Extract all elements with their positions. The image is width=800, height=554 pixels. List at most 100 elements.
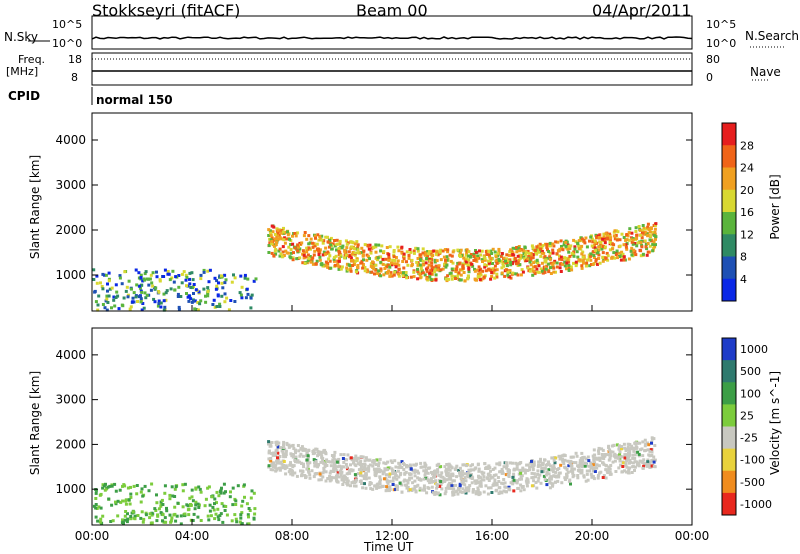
power-echo-cell bbox=[315, 242, 319, 246]
power-echo-cell bbox=[410, 263, 414, 266]
velocity-echo-cell bbox=[233, 513, 237, 517]
power-echo-cell bbox=[139, 273, 143, 277]
velocity-echo-cell bbox=[349, 456, 353, 460]
power-echo-cell bbox=[625, 233, 629, 236]
xtick-label: 00:00 bbox=[675, 529, 710, 543]
power-echo-cell bbox=[304, 255, 308, 259]
velocity-echo-cell bbox=[557, 475, 561, 479]
power-echo-cell bbox=[543, 265, 547, 269]
power-echo-cell bbox=[572, 238, 576, 242]
power-echo-cell bbox=[426, 266, 430, 270]
power-echo-cell bbox=[446, 248, 450, 252]
velocity-echo-cell bbox=[389, 459, 393, 463]
velocity-echo-cell bbox=[293, 471, 297, 475]
power-echo-cell bbox=[220, 294, 224, 298]
velocity-echo-cell bbox=[294, 460, 297, 464]
velocity-echo-cell bbox=[189, 518, 193, 522]
power-echo-cell bbox=[634, 253, 638, 257]
power-echo-cell bbox=[103, 273, 106, 277]
velocity-echo-cell bbox=[642, 464, 646, 468]
power-echo-cell bbox=[497, 247, 501, 251]
velocity-echo-cell bbox=[439, 482, 443, 486]
velocity-echo-cell bbox=[102, 484, 106, 488]
velocity-echo-cell bbox=[534, 475, 537, 479]
velocity-echo-cell bbox=[420, 488, 424, 492]
xtick-label: 08:00 bbox=[275, 529, 310, 543]
velocity-echo-cell bbox=[553, 480, 557, 484]
power-echo-cell bbox=[391, 258, 395, 262]
power-echo-cell bbox=[634, 230, 638, 233]
power-echo-cell bbox=[301, 261, 305, 265]
velocity-echo-cell bbox=[92, 504, 96, 508]
velocity-echo-cell bbox=[319, 452, 323, 456]
velocity-echo-cell bbox=[411, 481, 415, 485]
power-echo-cell bbox=[566, 247, 570, 251]
velocity-echo-cell bbox=[388, 475, 391, 479]
power-echo-cell bbox=[159, 301, 163, 305]
power-echo-cell bbox=[308, 241, 312, 245]
velocity-echo-cell bbox=[305, 467, 309, 471]
power-echo-cell bbox=[592, 250, 595, 254]
velocity-echo-cell bbox=[305, 454, 308, 458]
velocity-echo-cell bbox=[173, 495, 177, 498]
velocity-echo-cell bbox=[272, 461, 276, 465]
velocity-echo-cell bbox=[215, 501, 218, 505]
power-echo-cell bbox=[295, 247, 299, 251]
power-echo-cell bbox=[211, 303, 215, 306]
power-echo-cell bbox=[547, 270, 551, 274]
velocity-echo-cell bbox=[410, 476, 414, 480]
velocity-echo-cell bbox=[104, 482, 107, 486]
velocity-echo-cell bbox=[473, 479, 477, 483]
power-echo-cell bbox=[652, 240, 656, 244]
velocity-colorbar-tick: -1000 bbox=[740, 498, 772, 511]
power-echo-cell bbox=[631, 242, 635, 246]
velocity-echo-cell bbox=[236, 484, 240, 488]
power-echo-cell bbox=[558, 266, 562, 270]
power-echo-cell bbox=[196, 308, 200, 312]
velocity-echo-cell bbox=[417, 471, 421, 475]
velocity-echo-cell bbox=[299, 447, 303, 451]
velocity-echo-cell bbox=[119, 500, 123, 504]
velocity-echo-cell bbox=[545, 483, 549, 487]
velocity-echo-cell bbox=[614, 470, 618, 473]
power-echo-cell bbox=[169, 287, 173, 291]
velocity-echo-cell bbox=[245, 502, 249, 506]
power-echo-cell bbox=[507, 253, 511, 257]
velocity-echo-cell bbox=[364, 472, 368, 476]
power-echo-cell bbox=[127, 279, 131, 283]
power-colorbar-segment bbox=[722, 212, 736, 235]
velocity-colorbar-tick: 100 bbox=[740, 387, 761, 400]
power-echo-cell bbox=[529, 255, 533, 259]
power-echo-cell bbox=[296, 249, 300, 253]
velocity-echo-cell bbox=[368, 483, 372, 487]
velocity-echo-cell bbox=[391, 483, 395, 486]
power-echo-cell bbox=[574, 240, 578, 244]
velocity-echo-cell bbox=[161, 519, 164, 523]
velocity-echo-cell bbox=[595, 463, 599, 467]
power-echo-cell bbox=[595, 235, 599, 238]
velocity-echo-cell bbox=[384, 462, 388, 466]
power-echo-cell bbox=[397, 274, 401, 278]
power-echo-cell bbox=[539, 254, 543, 258]
station-title: Stokkseyri (fitACF) bbox=[92, 1, 241, 20]
velocity-echo-cell bbox=[653, 444, 657, 447]
velocity-echo-cell bbox=[563, 478, 567, 481]
power-echo-cell bbox=[149, 288, 153, 292]
power-echo-cell bbox=[385, 265, 389, 269]
velocity-echo-cell bbox=[302, 465, 306, 469]
velocity-echo-cell bbox=[320, 456, 324, 460]
power-echo-cell bbox=[457, 271, 461, 275]
velocity-echo-cell bbox=[362, 477, 366, 480]
velocity-echo-cell bbox=[476, 462, 480, 466]
velocity-echo-cell bbox=[624, 462, 628, 466]
velocity-echo-cell bbox=[367, 469, 371, 473]
velocity-echo-cell bbox=[551, 482, 555, 486]
velocity-echo-cell bbox=[157, 507, 161, 511]
velocity-ylabel: Slant Range [km] bbox=[28, 370, 42, 476]
power-echo-cell bbox=[478, 278, 482, 282]
velocity-echo-cell bbox=[385, 479, 389, 483]
velocity-echo-cell bbox=[332, 457, 336, 461]
power-echo-cell bbox=[481, 277, 485, 281]
velocity-echo-cell bbox=[551, 470, 555, 474]
power-echo-cell bbox=[654, 235, 658, 239]
